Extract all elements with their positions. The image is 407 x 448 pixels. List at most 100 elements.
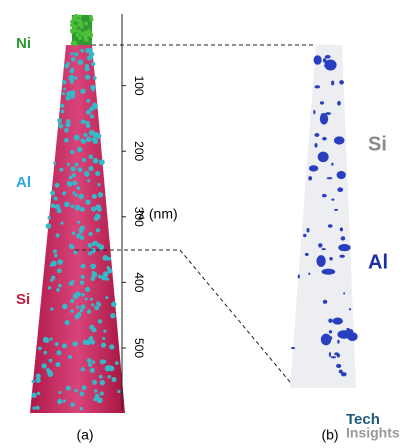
al-atom	[84, 74, 91, 80]
al-cluster	[313, 55, 322, 65]
al-atom	[90, 114, 95, 119]
ni-atom	[89, 17, 94, 22]
al-atom	[50, 190, 56, 196]
al-cluster	[339, 80, 344, 85]
al-atom	[75, 233, 82, 239]
al-atom	[42, 363, 47, 368]
al-atom	[74, 76, 78, 80]
ni-atom	[78, 14, 83, 19]
left-panel: Ni Al Si z (nm) (a) 100 200 300 400 500	[16, 13, 178, 443]
al-cluster	[321, 193, 327, 198]
al-atom	[98, 159, 105, 166]
ni-atom	[74, 17, 79, 22]
tick-label: 500	[132, 338, 146, 358]
al-atom	[69, 244, 75, 250]
al-atom	[95, 228, 101, 233]
al-atom	[57, 398, 63, 405]
al-atom	[59, 167, 64, 172]
al-atom	[74, 204, 81, 211]
al-atom	[38, 346, 42, 351]
al-atom	[90, 61, 96, 67]
si-cone	[30, 45, 125, 413]
al-cluster	[320, 113, 327, 118]
al-atom	[94, 213, 101, 220]
al-atom	[70, 166, 76, 172]
al-atom	[57, 259, 64, 265]
al-atom	[35, 373, 41, 379]
al-atom	[65, 385, 71, 391]
al-cluster	[323, 271, 327, 275]
al-atom	[85, 199, 91, 205]
al-atom	[70, 57, 76, 62]
al-atom	[52, 249, 57, 254]
al-cluster	[322, 299, 328, 304]
al-atom	[70, 204, 75, 209]
ni-atom	[74, 13, 79, 18]
al-atom	[76, 186, 81, 191]
al-cluster	[308, 165, 319, 172]
ni-atom	[75, 32, 80, 37]
al-cluster	[337, 172, 342, 178]
al-atom	[79, 235, 85, 241]
si-label: Si	[16, 291, 30, 308]
al-atom	[80, 263, 86, 269]
al-atom	[35, 405, 40, 410]
al-atom	[88, 154, 94, 160]
al-cluster	[329, 257, 333, 261]
al-atom	[90, 276, 96, 281]
al-atom	[88, 51, 94, 57]
al-atom	[62, 79, 67, 85]
al-atom	[36, 391, 41, 396]
al-atom	[100, 342, 107, 348]
al-cluster	[314, 142, 318, 148]
al-atom	[87, 251, 92, 256]
al-atom	[91, 193, 97, 199]
al-atom	[107, 268, 113, 274]
al-cluster	[326, 177, 333, 180]
al-atom	[81, 139, 86, 144]
al-atom	[55, 362, 61, 368]
al-cluster	[313, 109, 316, 115]
al-atom	[45, 223, 52, 230]
al-atom	[54, 204, 61, 210]
al-atom	[88, 231, 93, 236]
al-atom	[104, 365, 111, 372]
al-atom	[70, 402, 75, 407]
al-atom	[61, 343, 67, 349]
tick-label: 100	[132, 76, 146, 96]
al-atom	[84, 297, 88, 301]
al-atom	[94, 305, 100, 311]
al-atom	[61, 303, 68, 310]
al-atom	[62, 399, 66, 403]
al-atom	[48, 358, 53, 363]
al-atom	[78, 229, 84, 234]
al-atom	[58, 390, 62, 394]
al-atom	[91, 206, 97, 212]
al-atom	[91, 379, 97, 385]
al-atom	[81, 385, 87, 391]
si-label-right: Si	[368, 133, 387, 155]
al-atom	[99, 391, 104, 396]
ni-atom	[85, 32, 90, 37]
al-atom	[42, 336, 49, 343]
ni-atom	[70, 23, 75, 28]
al-atom	[86, 309, 92, 314]
al-cluster	[343, 292, 346, 295]
al-cluster	[338, 244, 351, 252]
al-cluster	[326, 60, 332, 65]
al-atom	[72, 341, 78, 347]
al-atom	[90, 339, 96, 345]
al-cluster	[336, 363, 342, 368]
al-atom	[91, 270, 96, 275]
al-atom	[73, 250, 78, 255]
al-atom	[63, 201, 70, 208]
al-atom	[91, 303, 95, 307]
al-atom	[72, 180, 78, 186]
al-atom	[107, 256, 111, 261]
al-atom	[57, 283, 62, 288]
al-atom	[49, 263, 53, 267]
logo-line1: Tech	[346, 411, 380, 428]
al-atom	[97, 182, 101, 187]
al-cluster	[331, 80, 335, 86]
al-cluster	[337, 187, 344, 193]
